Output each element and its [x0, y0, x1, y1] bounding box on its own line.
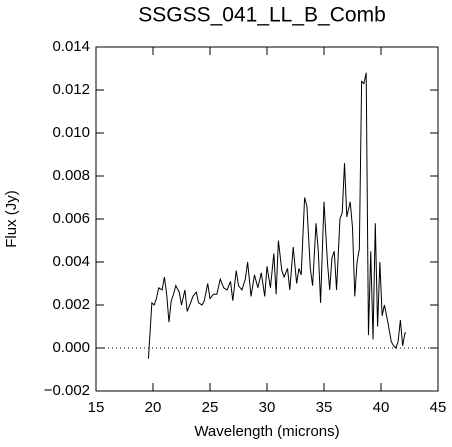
x-tick-label: 40: [373, 399, 390, 416]
y-tick-label: 0.014: [52, 38, 90, 55]
x-axis-label: Wavelength (microns): [194, 423, 339, 440]
y-tick-label: 0.006: [52, 210, 90, 227]
plot-frame: [95, 46, 439, 392]
y-tick-label: 0.004: [52, 253, 90, 270]
chart-title: SSGSS_041_LL_B_Comb: [138, 4, 386, 27]
y-tick-label: 0.012: [52, 81, 90, 98]
x-tick-label: 15: [88, 399, 105, 416]
x-tick-label: 25: [202, 399, 219, 416]
x-tick-label: 30: [259, 399, 276, 416]
x-tick-label: 45: [430, 399, 447, 416]
y-tick-label: 0.002: [52, 296, 90, 313]
x-tick-label: 20: [145, 399, 162, 416]
y-tick-label: 0.000: [52, 339, 90, 356]
y-tick-label: −0.002: [44, 382, 90, 399]
y-tick-label: 0.010: [52, 124, 90, 141]
x-tick-label: 35: [316, 399, 333, 416]
spectrum-line: [147, 72, 407, 359]
y-axis-label: Flux (Jy): [3, 190, 20, 248]
y-tick-label: 0.008: [52, 167, 90, 184]
